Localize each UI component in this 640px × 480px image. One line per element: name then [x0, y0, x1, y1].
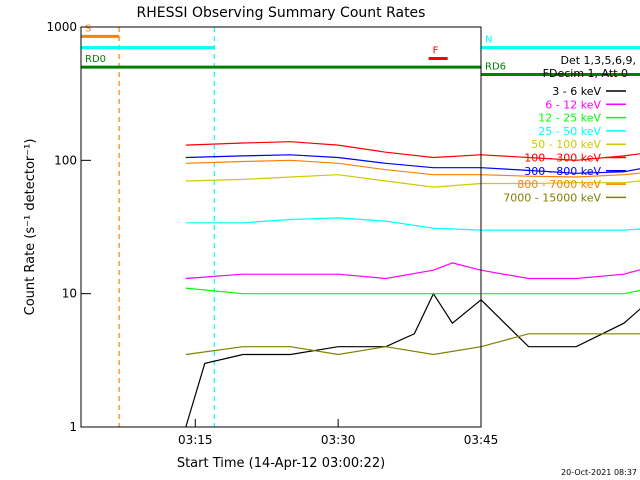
ticks-layer: 03:15 03:30 03:45 1 10 100 1000 — [46, 20, 498, 447]
flag-label-0: S — [85, 23, 91, 34]
legend-label-8: 7000 - 15000 keV — [503, 191, 601, 204]
timestamp: 20-Oct-2021 08:37 — [561, 468, 637, 477]
series-line-6 — [185, 154, 640, 174]
plot-area — [81, 27, 481, 427]
legend-label-6: 300 - 800 keV — [524, 165, 601, 178]
y-tick-label-1: 10 — [62, 287, 77, 301]
flags-layer: S N F RD0 RD6 — [81, 23, 640, 77]
y-tick-label-2: 100 — [54, 153, 77, 167]
y-tick-label-3: 1000 — [46, 20, 77, 34]
series-line-5 — [185, 141, 640, 161]
series-line-8 — [185, 333, 640, 356]
legend-label-0: 3 - 6 keV — [552, 85, 601, 98]
flag-label-2: F — [433, 46, 439, 57]
legend-label-2: 12 - 25 keV — [538, 112, 601, 125]
x-axis-label: Start Time (14-Apr-12 03:00:22) — [177, 456, 385, 471]
legend-header-line-1: Det 1,3,5,6,9, — [560, 54, 636, 67]
flag-label-3: RD0 — [85, 54, 106, 65]
series-line-1 — [185, 262, 640, 280]
legend-label-7: 800 - 7000 keV — [517, 178, 601, 191]
legend-label-5: 100 - 300 keV — [524, 152, 601, 165]
vlines-layer — [118, 27, 215, 427]
y-tick-label-0: 1 — [69, 420, 77, 434]
series-line-4 — [185, 174, 640, 188]
series-line-2 — [185, 287, 640, 295]
plot-frame — [80, 26, 482, 428]
series-line-3 — [185, 217, 640, 231]
x-tick-label-2: 03:45 — [464, 433, 499, 447]
chart-title: RHESSI Observing Summary Count Rates — [137, 5, 426, 21]
axes-layer — [80, 26, 482, 428]
legend: Det 1,3,5,6,9, FDecim 1, Att 0 3 - 6 keV… — [503, 54, 636, 204]
flag-label-1: N — [485, 35, 492, 46]
x-tick-label-0: 03:15 — [178, 433, 213, 447]
y-axis-label: Count Rate (s⁻¹ detector⁻¹) — [23, 139, 38, 316]
flag-label-4: RD6 — [485, 62, 506, 73]
x-tick-label-1: 03:30 — [321, 433, 356, 447]
legend-label-1: 6 - 12 keV — [545, 98, 601, 111]
legend-header-line-2: FDecim 1, Att 0 — [543, 67, 628, 80]
series-layer — [185, 141, 640, 428]
legend-label-4: 50 - 100 keV — [531, 138, 601, 151]
series-line-7 — [185, 159, 640, 178]
legend-label-3: 25 - 50 keV — [538, 125, 601, 138]
